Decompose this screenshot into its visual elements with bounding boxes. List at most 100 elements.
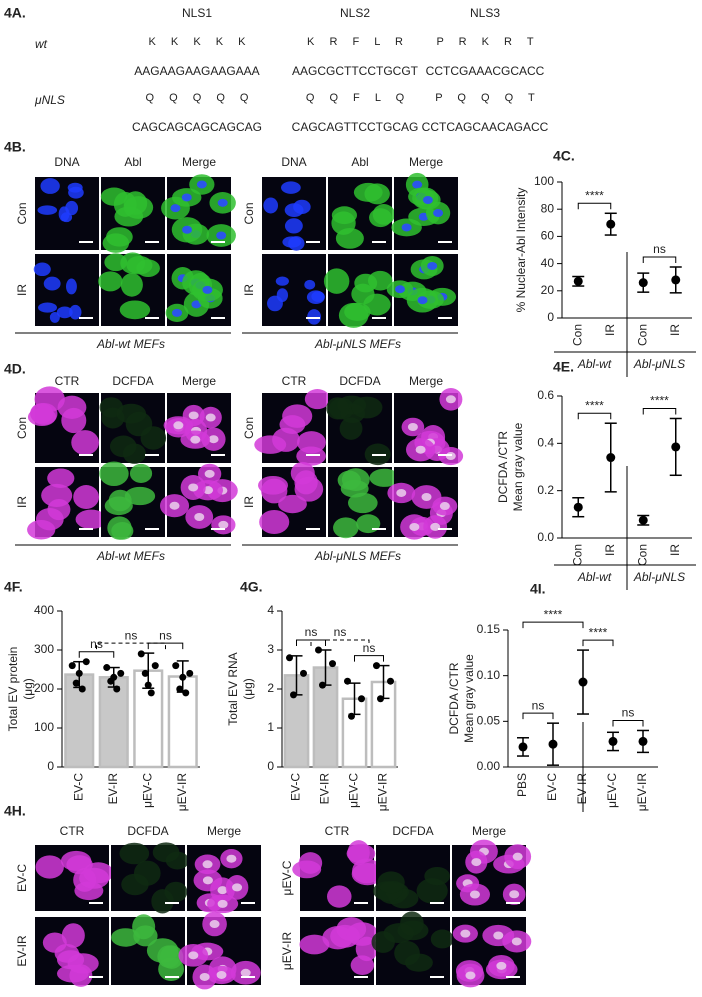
cell <box>37 205 58 215</box>
cell <box>124 486 156 506</box>
significance-label: ns <box>125 628 138 642</box>
cell <box>415 445 426 454</box>
cell <box>281 181 301 194</box>
cell <box>204 469 215 478</box>
cell <box>240 968 251 977</box>
x-tick-label: EV-C <box>71 773 85 801</box>
cell <box>356 514 381 534</box>
data-point <box>176 685 184 693</box>
dna-sequence: CAGCAGCAGCAGCAG <box>132 120 262 134</box>
x-tick-label: EV-IR <box>318 773 332 805</box>
dna-sequence: AAGCGCTTCCTGCGT <box>292 64 419 78</box>
data-point <box>608 736 618 746</box>
cell <box>199 972 210 981</box>
y-tick-label: 0.6 <box>537 388 554 402</box>
data-point <box>518 742 528 752</box>
cell <box>119 842 150 865</box>
y-tick-label: 3 <box>267 642 274 656</box>
cell <box>202 876 213 885</box>
row-label: EV-IR <box>15 935 29 967</box>
dna-sequence: AAGAAGAAGAAGAAA <box>134 64 259 78</box>
data-point <box>72 679 80 687</box>
cell <box>339 417 363 440</box>
cell <box>196 180 207 189</box>
cell <box>190 435 201 444</box>
cell <box>422 196 433 205</box>
cell <box>123 196 154 219</box>
micrograph <box>35 917 109 987</box>
cell <box>27 519 56 540</box>
column-header: Merge <box>409 374 443 388</box>
protein-sequence: P Q Q Q T <box>435 92 535 104</box>
panel-caption: Abl-wt MEFs <box>96 549 165 563</box>
cell <box>254 435 287 454</box>
x-tick-label: μEV-C <box>140 773 154 808</box>
x-tick-label: EV-C <box>289 773 303 801</box>
data-point <box>578 677 588 687</box>
protein-sequence: Q Q F L Q <box>306 92 405 104</box>
y-tick-label: 0.00 <box>477 759 501 773</box>
cell <box>427 261 438 270</box>
cell <box>346 922 378 946</box>
panel-label: 4C. <box>553 148 575 164</box>
micrograph <box>165 254 231 326</box>
data-point <box>573 276 583 286</box>
y-tick-label: 0 <box>547 310 554 324</box>
data-point <box>137 650 145 658</box>
data-point <box>671 275 681 285</box>
significance-label: **** <box>585 398 604 412</box>
micrograph <box>99 461 165 540</box>
row-label: EV-C <box>15 864 29 892</box>
significance-bracket <box>522 712 554 720</box>
cell <box>194 512 205 521</box>
cell <box>292 860 322 879</box>
panel-label: 4I. <box>530 581 546 597</box>
cell <box>347 492 378 514</box>
x-tick-label: PBS <box>515 773 529 797</box>
cell <box>347 840 370 866</box>
y-tick-label: 400 <box>34 603 54 617</box>
significance-bracket <box>612 719 644 727</box>
column-header: DNA <box>54 155 79 169</box>
cell <box>430 522 441 531</box>
micrograph <box>387 467 458 540</box>
x-tick-label: μEV-IR <box>635 773 649 812</box>
y-tick-label: 80 <box>541 201 555 215</box>
data-point <box>117 669 125 677</box>
x-tick-label: Con <box>570 544 584 566</box>
micrograph <box>111 842 190 914</box>
cell <box>367 270 393 291</box>
micrograph <box>262 254 326 326</box>
cell <box>496 961 507 970</box>
cell <box>49 311 60 323</box>
micrograph <box>394 387 464 466</box>
cell <box>68 186 84 199</box>
cell <box>129 463 153 483</box>
column-header: Merge <box>182 374 216 388</box>
cell <box>284 203 304 217</box>
y-tick-label: 0.05 <box>477 714 501 728</box>
cell <box>493 931 504 940</box>
data-point <box>548 739 558 749</box>
cell <box>170 204 181 213</box>
data-point <box>638 278 648 288</box>
cell <box>465 971 476 980</box>
cell <box>412 180 423 189</box>
data-point <box>147 689 155 697</box>
cell <box>278 494 307 514</box>
cell <box>208 435 219 444</box>
data-point <box>82 658 90 666</box>
cell <box>159 945 184 969</box>
row-label: wt <box>35 37 48 51</box>
column-header: CTR <box>282 374 307 388</box>
y-tick-label: 0.4 <box>537 436 554 450</box>
column-header: Merge <box>207 824 241 838</box>
cell <box>120 273 143 297</box>
cell <box>169 501 180 510</box>
cell <box>111 522 134 540</box>
cell <box>65 200 79 216</box>
error-bar <box>377 664 390 700</box>
row-label: Con <box>242 417 256 439</box>
y-tick-label: 0.0 <box>537 530 554 544</box>
